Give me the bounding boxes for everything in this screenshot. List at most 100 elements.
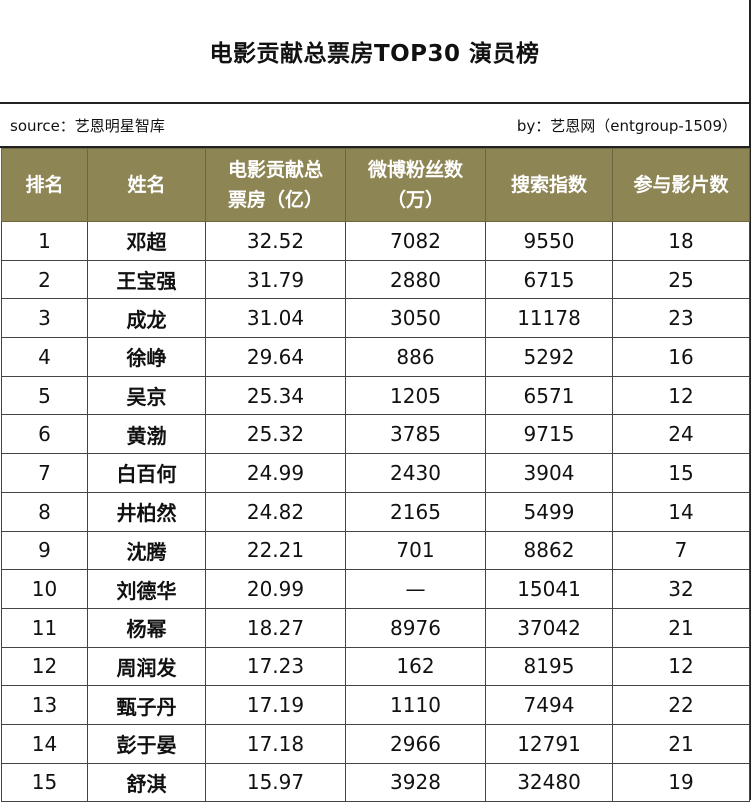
box-office-cell: 18.27 xyxy=(205,607,346,648)
header-weibo-line1: 微博粉丝数 xyxy=(367,159,463,181)
search-index-cell: 11178 xyxy=(485,298,613,339)
header-weibo-line2: （万） xyxy=(386,189,444,211)
name-cell: 舒淇 xyxy=(87,762,206,802)
page-title: 电影贡献总票房TOP30 演员榜 xyxy=(209,41,540,67)
box-office-cell: 17.23 xyxy=(205,646,346,687)
meta-bar: source：艺恩明星智库 by：艺恩网（entgroup-1509） xyxy=(0,102,749,148)
rank-cell: 2 xyxy=(1,259,88,300)
box-office-cell: 25.34 xyxy=(205,375,346,416)
box-office-cell: 22.21 xyxy=(205,530,346,571)
box-office-cell: 25.32 xyxy=(205,414,346,455)
search-index-cell: 6571 xyxy=(485,375,613,416)
weibo-fans-cell: 886 xyxy=(345,337,486,377)
table-row: 6 黄渤 25.32 3785 9715 24 xyxy=(1,414,750,455)
name-cell: 井柏然 xyxy=(87,491,206,532)
weibo-fans-cell: 2430 xyxy=(345,453,486,493)
box-office-cell: 15.97 xyxy=(205,762,346,802)
weibo-fans-cell: 3928 xyxy=(345,762,486,802)
byline-label: by：艺恩网（entgroup-1509） xyxy=(516,116,737,135)
film-count-cell: 25 xyxy=(612,259,750,300)
film-count-cell: 12 xyxy=(612,646,750,687)
name-cell: 沈腾 xyxy=(87,530,206,571)
rank-cell: 14 xyxy=(1,723,88,764)
table-row: 11 杨幂 18.27 8976 37042 21 xyxy=(1,607,750,648)
search-index-cell: 9550 xyxy=(485,221,613,261)
search-index-cell: 7494 xyxy=(485,685,613,725)
box-office-cell: 32.52 xyxy=(205,221,346,261)
search-index-cell: 5499 xyxy=(485,491,613,532)
box-office-cell: 29.64 xyxy=(205,337,346,377)
search-index-cell: 15041 xyxy=(485,569,613,609)
film-count-cell: 22 xyxy=(612,685,750,725)
table-header: 排名 姓名 电影贡献总 票房（亿） 微博粉丝数 （万） 搜索指数 参与影片数 xyxy=(1,148,750,222)
weibo-fans-cell: 7082 xyxy=(345,221,486,261)
header-name: 姓名 xyxy=(87,148,206,222)
box-office-cell: 17.19 xyxy=(205,685,346,725)
name-cell: 黄渤 xyxy=(87,414,206,455)
header-row: 排名 姓名 电影贡献总 票房（亿） 微博粉丝数 （万） 搜索指数 参与影片数 xyxy=(1,148,750,222)
weibo-fans-cell: 701 xyxy=(345,530,486,571)
film-count-cell: 18 xyxy=(612,221,750,261)
search-index-cell: 12791 xyxy=(485,723,613,764)
film-count-cell: 19 xyxy=(612,762,750,802)
header-weibo: 微博粉丝数 （万） xyxy=(345,148,486,222)
rank-cell: 8 xyxy=(1,491,88,532)
table-row: 10 刘德华 20.99—15041 32 xyxy=(1,569,750,609)
table-row: 14 彭于晏 17.18 2966 12791 21 xyxy=(1,723,750,764)
rank-cell: 4 xyxy=(1,337,88,377)
table-row: 15 舒淇 15.97 3928 32480 19 xyxy=(1,762,750,802)
film-count-cell: 32 xyxy=(612,569,750,609)
name-cell: 徐峥 xyxy=(87,337,206,377)
name-cell: 成龙 xyxy=(87,298,206,339)
name-cell: 白百何 xyxy=(87,453,206,493)
table-row: 4 徐峥 29.64 886 5292 16 xyxy=(1,337,750,377)
box-office-cell: 20.99 xyxy=(205,569,346,609)
weibo-fans-cell: 8976 xyxy=(345,607,486,648)
rank-cell: 9 xyxy=(1,530,88,571)
header-box-office-line2: 票房（亿） xyxy=(227,189,323,211)
search-index-cell: 6715 xyxy=(485,259,613,300)
name-cell: 周润发 xyxy=(87,646,206,687)
weibo-fans-cell: 1205 xyxy=(345,375,486,416)
rank-cell: 10 xyxy=(1,569,88,609)
table-row: 8 井柏然 24.82 2165 5499 14 xyxy=(1,491,750,532)
name-cell: 杨幂 xyxy=(87,607,206,648)
name-cell: 刘德华 xyxy=(87,569,206,609)
rank-cell: 7 xyxy=(1,453,88,493)
rank-cell: 15 xyxy=(1,762,88,802)
rank-cell: 12 xyxy=(1,646,88,687)
name-cell: 吴京 xyxy=(87,375,206,416)
name-cell: 彭于晏 xyxy=(87,723,206,764)
weibo-fans-cell: 2165 xyxy=(345,491,486,532)
film-count-cell: 14 xyxy=(612,491,750,532)
weibo-fans-cell: 1110 xyxy=(345,685,486,725)
search-index-cell: 8862 xyxy=(485,530,613,571)
film-count-cell: 23 xyxy=(612,298,750,339)
rank-cell: 13 xyxy=(1,685,88,725)
film-count-cell: 7 xyxy=(612,530,750,571)
box-office-cell: 24.82 xyxy=(205,491,346,532)
table-row: 2 王宝强 31.79 2880 6715 25 xyxy=(1,259,750,300)
film-count-cell: 24 xyxy=(612,414,750,455)
search-index-cell: 32480 xyxy=(485,762,613,802)
film-count-cell: 15 xyxy=(612,453,750,493)
weibo-fans-cell: 162 xyxy=(345,646,486,687)
header-search: 搜索指数 xyxy=(485,148,613,222)
search-index-cell: 3904 xyxy=(485,453,613,493)
box-office-cell: 24.99 xyxy=(205,453,346,493)
name-cell: 王宝强 xyxy=(87,259,206,300)
header-rank: 排名 xyxy=(1,148,88,222)
rank-cell: 1 xyxy=(1,221,88,261)
film-count-cell: 21 xyxy=(612,723,750,764)
search-index-cell: 5292 xyxy=(485,337,613,377)
table-row: 5 吴京 25.34 1205 6571 12 xyxy=(1,375,750,416)
rank-cell: 3 xyxy=(1,298,88,339)
search-index-cell: 9715 xyxy=(485,414,613,455)
source-label: source：艺恩明星智库 xyxy=(10,116,165,135)
table-row: 12 周润发 17.23 162 8195 12 xyxy=(1,646,750,687)
name-cell: 邓超 xyxy=(87,221,206,261)
table-row: 9 沈腾 22.21 701 8862 7 xyxy=(1,530,750,571)
box-office-cell: 17.18 xyxy=(205,723,346,764)
weibo-fans-cell: 3785 xyxy=(345,414,486,455)
